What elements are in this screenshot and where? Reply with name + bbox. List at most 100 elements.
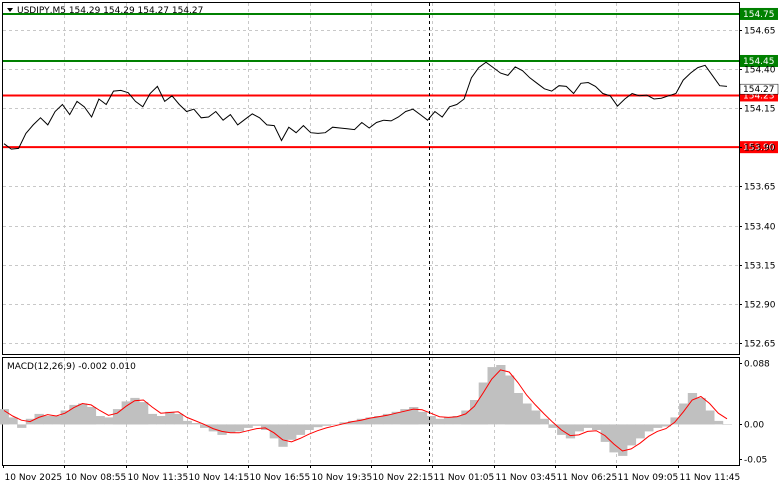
time-label: 10 Nov 11:35 (128, 473, 189, 483)
macd-bar (252, 424, 262, 426)
macd-tick-label: 0.00 (744, 421, 764, 431)
price-tick-label: 153.65 (744, 183, 776, 193)
price-series (3, 61, 728, 150)
macd-bar (574, 424, 584, 432)
macd-bar (426, 416, 436, 425)
macd-bar (382, 413, 393, 425)
macd-bar (34, 413, 44, 425)
macd-bar (226, 424, 236, 433)
price-tick-label: 154.65 (744, 27, 776, 37)
time-label: 11 Nov 06:25 (557, 473, 618, 483)
macd-bar (217, 424, 227, 435)
level-tag-label: 153.90 (743, 143, 775, 153)
macd-bar (391, 411, 401, 425)
macd-bar (139, 402, 149, 425)
macd-bar (321, 424, 332, 426)
macd-bar (670, 417, 680, 425)
macd-bar (8, 417, 18, 425)
macd-bar (191, 423, 201, 425)
level-tag-154.75 (740, 7, 778, 20)
macd-bar (539, 418, 549, 425)
time-label: 10 Nov 22:15 (373, 473, 434, 483)
macd-bar (487, 367, 497, 425)
macd-bar (522, 403, 532, 425)
macd-bar (644, 424, 654, 432)
time-label: 11 Nov 11:45 (680, 473, 741, 483)
price-tick-label: 153.15 (744, 262, 776, 272)
macd-axis: 0.088 0.00 -0.05 (739, 360, 770, 466)
macd-bar (121, 401, 131, 425)
macd-histogram (0, 365, 732, 456)
macd-bar (435, 418, 445, 425)
macd-bar (112, 409, 123, 425)
macd-bar (147, 413, 157, 425)
macd-bar (348, 420, 358, 425)
macd-bar (165, 411, 175, 425)
macd-tick-label: -0.05 (744, 456, 767, 466)
macd-bar (417, 411, 428, 425)
current-price-label: 154.27 (743, 85, 775, 95)
macd-bar (313, 424, 323, 428)
macd-bar (374, 416, 384, 425)
macd-bar (696, 397, 706, 425)
macd-bar (356, 418, 367, 425)
time-label: 11 Nov 01:05 (434, 473, 495, 483)
macd-bar (600, 424, 610, 442)
macd-bar (679, 403, 689, 425)
macd-bar (722, 424, 732, 425)
price-axis: 154.65 154.40 154.15 153.90 153.65 153.40 153.… (739, 27, 776, 350)
price-line (3, 61, 728, 150)
macd-tick-label: 0.088 (744, 360, 770, 370)
macd-bar (461, 410, 471, 425)
macd-bar (330, 424, 340, 425)
level-tag-153.90 (740, 141, 778, 154)
macd-bar (618, 424, 628, 456)
price-levels[interactable]: 154.75 154.45 154.23 153.90 154.27 (3, 7, 779, 154)
macd-bar (130, 397, 140, 425)
price-tick-label: 152.65 (744, 340, 776, 350)
macd-bar (478, 382, 488, 425)
time-axis: 10 Nov 2025 10 Nov 08:55 10 Nov 11:35 10 No… (3, 465, 741, 483)
price-tick-label: 152.90 (744, 301, 776, 311)
price-grid (3, 3, 739, 354)
macd-bar (531, 410, 541, 425)
macd-label: MACD(12,26,9) -0.002 0.010 (7, 362, 136, 372)
symbol-info: USDJPY,M5 154.29 154.29 154.27 154.27 (17, 6, 203, 16)
macd-bar (182, 420, 192, 425)
level-tag-154.45 (740, 54, 778, 67)
macd-bar (104, 417, 114, 425)
level-tag-label: 154.45 (743, 57, 775, 67)
macd-signal-line (3, 369, 728, 452)
macd-bar (548, 424, 558, 428)
macd-bar (261, 424, 271, 430)
macd-bar (304, 424, 314, 430)
time-label: 10 Nov 2025 (5, 473, 63, 483)
level-tag-label: 154.75 (743, 10, 775, 20)
macd-bar (0, 409, 9, 425)
macd-bar (278, 424, 288, 447)
price-tick-label: 154.15 (744, 105, 776, 115)
macd-bar (661, 424, 671, 427)
macd-bar (409, 407, 419, 425)
price-tick-label: 153.90 (744, 144, 776, 154)
macd-bar (713, 420, 724, 425)
macd-bar (365, 417, 375, 425)
macd-bar (17, 424, 27, 428)
macd-grid (64, 358, 679, 465)
macd-bar (583, 424, 593, 428)
macd-bar (626, 424, 637, 446)
time-label: 10 Nov 08:55 (66, 473, 127, 483)
macd-bar (200, 424, 210, 428)
triangle-down-icon[interactable] (7, 8, 13, 12)
macd-bar (400, 409, 410, 425)
macd-bar (208, 424, 218, 432)
macd-bar (452, 416, 462, 425)
time-label: 10 Nov 14:15 (189, 473, 250, 483)
macd-bar (234, 424, 245, 432)
price-tick-label: 153.40 (744, 223, 776, 233)
macd-bar (69, 404, 79, 425)
price-tick-label: 154.40 (744, 66, 776, 76)
macd-bar (565, 424, 576, 439)
time-label: 11 Nov 09:05 (618, 473, 679, 483)
